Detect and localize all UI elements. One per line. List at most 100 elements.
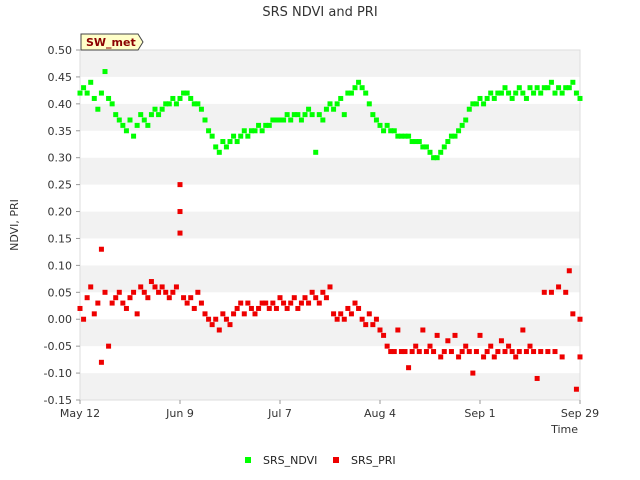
data-point-srs-ndvi (266, 122, 272, 128)
data-point-srs-ndvi (213, 144, 219, 150)
data-point-srs-ndvi (388, 128, 394, 134)
data-point-srs-pri (541, 289, 547, 295)
data-point-srs-ndvi (502, 85, 508, 91)
data-point-srs-pri (406, 365, 412, 371)
data-point-srs-pri (298, 300, 304, 306)
data-point-srs-pri (381, 332, 387, 338)
grid-band (80, 157, 580, 185)
data-point-srs-pri (456, 354, 462, 360)
data-point-srs-pri (241, 311, 247, 317)
data-point-srs-pri (534, 375, 540, 381)
data-point-srs-pri (395, 327, 401, 333)
data-point-srs-pri (413, 343, 419, 349)
legend: SRS_NDVI SRS_PRI (245, 454, 396, 467)
data-point-srs-ndvi (113, 112, 119, 118)
data-point-srs-pri (409, 349, 415, 355)
data-point-srs-pri (523, 349, 529, 355)
data-point-srs-pri (181, 295, 187, 301)
data-point-srs-ndvi (448, 133, 454, 139)
data-point-srs-ndvi (309, 112, 315, 118)
data-point-srs-ndvi (366, 101, 372, 107)
data-point-srs-pri (331, 311, 337, 317)
grid-band (80, 238, 580, 266)
data-point-srs-ndvi (81, 85, 87, 91)
data-point-srs-ndvi (513, 90, 519, 96)
data-point-srs-ndvi (98, 90, 104, 96)
data-point-srs-pri (488, 343, 494, 349)
data-point-srs-pri (445, 338, 451, 344)
data-point-srs-ndvi (541, 85, 547, 91)
data-point-srs-ndvi (438, 149, 444, 155)
data-point-srs-ndvi (523, 95, 529, 101)
data-point-srs-ndvi (341, 112, 347, 118)
data-point-srs-ndvi (402, 133, 408, 139)
data-point-srs-ndvi (134, 122, 140, 128)
y-tick-label: -0.05 (44, 340, 72, 353)
data-point-srs-ndvi (484, 95, 490, 101)
data-point-srs-ndvi (77, 90, 83, 96)
data-point-srs-ndvi (406, 133, 412, 139)
legend-label-srs-pri: SRS_PRI (351, 454, 396, 467)
legend-swatch-srs-pri (333, 457, 339, 463)
data-point-srs-ndvi (391, 128, 397, 134)
x-axis-label: Time (550, 423, 578, 436)
data-point-srs-ndvi (127, 117, 133, 123)
data-point-srs-ndvi (302, 112, 308, 118)
plot-area (79, 49, 581, 401)
data-point-srs-pri (306, 300, 312, 306)
data-point-srs-ndvi (156, 112, 162, 118)
data-point-srs-pri (131, 289, 137, 295)
data-point-srs-ndvi (102, 69, 108, 75)
grid-band (80, 319, 580, 347)
data-point-srs-ndvi (198, 106, 204, 112)
y-tick-label: -0.15 (44, 394, 72, 407)
data-point-srs-ndvi (238, 133, 244, 139)
data-point-srs-ndvi (577, 95, 583, 101)
data-point-srs-ndvi (170, 95, 176, 101)
data-point-srs-pri (359, 316, 365, 322)
data-point-srs-pri (309, 289, 315, 295)
data-point-srs-ndvi (323, 106, 329, 112)
chart-title: SRS NDVI and PRI (262, 5, 377, 20)
data-point-srs-ndvi (452, 133, 458, 139)
data-point-srs-pri (513, 354, 519, 360)
data-point-srs-pri (123, 305, 129, 311)
data-point-srs-pri (341, 316, 347, 322)
data-point-srs-ndvi (181, 90, 187, 96)
data-point-srs-pri (227, 322, 233, 328)
data-point-srs-ndvi (298, 117, 304, 123)
data-point-srs-pri (138, 284, 144, 290)
data-point-srs-pri (206, 316, 212, 322)
data-point-srs-ndvi (145, 122, 151, 128)
data-point-srs-pri (209, 322, 215, 328)
x-tick-label: Jul 7 (267, 407, 292, 420)
y-tick-label: 0.15 (48, 232, 73, 245)
data-point-srs-pri (213, 316, 219, 322)
data-point-srs-pri (356, 305, 362, 311)
data-point-srs-ndvi (216, 149, 222, 155)
data-point-srs-pri (438, 354, 444, 360)
data-point-srs-pri (373, 316, 379, 322)
data-point-srs-ndvi (331, 106, 337, 112)
data-point-srs-pri (98, 359, 104, 365)
data-point-srs-pri (266, 305, 272, 311)
data-point-srs-pri (177, 209, 183, 215)
data-point-srs-pri (402, 349, 408, 355)
data-point-srs-pri (545, 349, 551, 355)
data-point-srs-ndvi (473, 101, 479, 107)
data-point-srs-ndvi (459, 122, 465, 128)
data-point-srs-pri (323, 295, 329, 301)
data-point-srs-ndvi (570, 79, 576, 85)
data-point-srs-ndvi (531, 90, 537, 96)
data-point-srs-ndvi (284, 112, 290, 118)
data-point-srs-pri (423, 349, 429, 355)
data-point-srs-ndvi (84, 90, 90, 96)
data-point-srs-pri (273, 305, 279, 311)
data-point-srs-ndvi (370, 112, 376, 118)
data-point-srs-pri (363, 322, 369, 328)
data-point-srs-ndvi (384, 122, 390, 128)
data-point-srs-ndvi (248, 128, 254, 134)
data-point-srs-pri (288, 300, 294, 306)
data-point-srs-pri (463, 343, 469, 349)
